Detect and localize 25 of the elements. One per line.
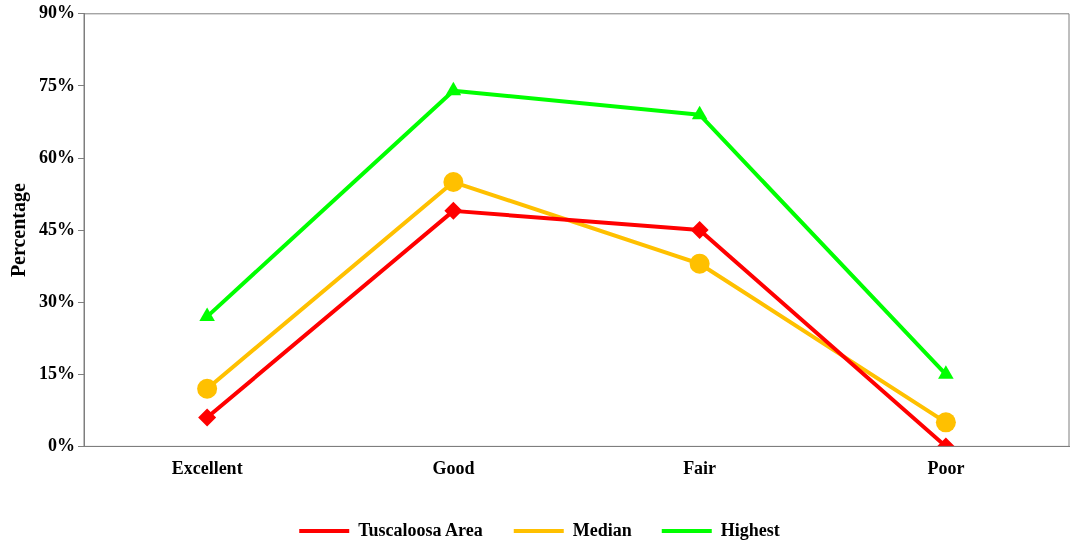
y-tick-label: 75% bbox=[39, 74, 75, 95]
x-tick-label: Excellent bbox=[171, 457, 243, 478]
point bbox=[197, 378, 218, 399]
y-tick-label: 90% bbox=[39, 2, 75, 23]
x-tick-label: Fair bbox=[683, 457, 717, 478]
point bbox=[445, 81, 462, 96]
point bbox=[199, 307, 215, 322]
y-tick-label: 0% bbox=[48, 435, 75, 456]
point bbox=[691, 105, 708, 120]
point bbox=[198, 408, 217, 427]
x-tick-label: Poor bbox=[927, 457, 965, 478]
legend-label: Median bbox=[572, 519, 632, 540]
point bbox=[689, 253, 710, 274]
point bbox=[690, 221, 709, 240]
legend-label: Highest bbox=[720, 519, 780, 540]
y-tick-label: 15% bbox=[39, 362, 75, 383]
point bbox=[443, 172, 464, 193]
point bbox=[444, 201, 463, 220]
y-tick-label: 30% bbox=[39, 290, 75, 311]
legend-label: Tuscaloosa Area bbox=[358, 519, 483, 540]
x-tick-label: Good bbox=[432, 457, 475, 478]
point bbox=[935, 412, 956, 433]
y-tick-label: 45% bbox=[39, 218, 75, 239]
y-tick-label: 60% bbox=[39, 146, 75, 167]
y-axis-title: Percentage bbox=[7, 182, 31, 278]
